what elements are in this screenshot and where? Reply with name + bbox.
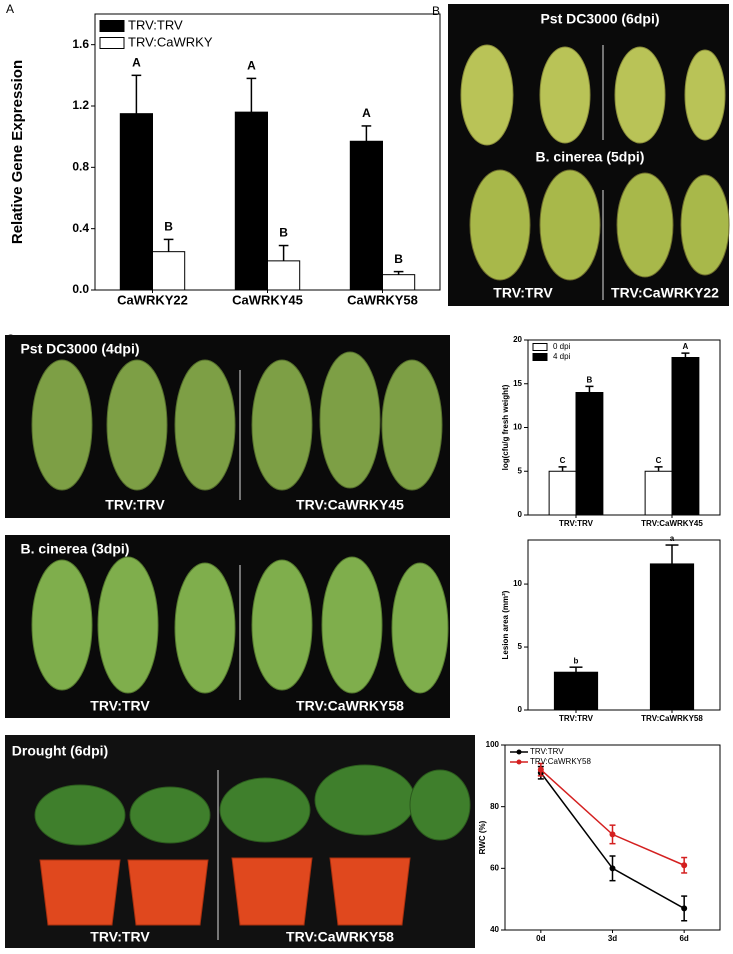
y-axis-label: RWC (%) bbox=[478, 820, 487, 854]
bar bbox=[548, 470, 577, 516]
y-tick-label: 1.6 bbox=[72, 37, 89, 51]
y-tick-label: 20 bbox=[513, 335, 522, 344]
y-axis-label: Relative Gene Expression bbox=[9, 60, 26, 244]
x-tick-label: TRV:CaWRKY45 bbox=[641, 519, 703, 528]
legend-swatch bbox=[516, 749, 522, 755]
legend-label: 4 dpi bbox=[553, 352, 571, 361]
photo-label: TRV:TRV bbox=[90, 698, 150, 714]
photo-c: Pst DC3000 (4dpi) TRV:TRV TRV:CaWRKY45 bbox=[5, 335, 450, 518]
legend-swatch bbox=[99, 37, 125, 49]
legend-swatch bbox=[99, 20, 125, 32]
x-tick-label: TRV:TRV bbox=[559, 519, 594, 528]
y-tick-label: 15 bbox=[513, 379, 522, 388]
plot-frame bbox=[527, 539, 721, 711]
y-tick-label: 100 bbox=[486, 740, 500, 749]
x-tick-label: CaWRKY22 bbox=[117, 292, 188, 307]
bar bbox=[152, 251, 186, 291]
photo-label: TRV:CaWRKY58 bbox=[286, 929, 394, 945]
photo-title: B. cinerea (3dpi) bbox=[21, 541, 130, 557]
significance-letter: B bbox=[164, 220, 173, 234]
marker bbox=[681, 905, 688, 912]
significance-letter: a bbox=[670, 534, 675, 543]
bar bbox=[671, 357, 700, 516]
x-tick-label: TRV:CaWRKY58 bbox=[641, 714, 703, 723]
photo-title: B. cinerea (5dpi) bbox=[536, 149, 645, 165]
photo-e: Drought (6dpi) TRV:TRV TRV:CaWRKY58 bbox=[5, 735, 475, 948]
panel-letter: B bbox=[432, 4, 440, 18]
y-tick-label: 5 bbox=[518, 642, 523, 651]
y-tick-label: 40 bbox=[490, 925, 499, 934]
x-tick-label: CaWRKY58 bbox=[347, 292, 418, 307]
marker bbox=[537, 766, 544, 773]
x-tick-label: CaWRKY45 bbox=[232, 292, 303, 307]
photo-b: Pst DC3000 (6dpi) B. cinerea (5dpi) TRV:… bbox=[448, 4, 730, 306]
photo-label: TRV:TRV bbox=[90, 929, 150, 945]
photo-label: TRV:TRV bbox=[493, 285, 553, 301]
y-tick-label: 10 bbox=[513, 423, 522, 432]
bar bbox=[644, 470, 673, 516]
significance-letter: A bbox=[362, 106, 371, 120]
significance-letter: B bbox=[279, 226, 288, 240]
y-axis-label: Lesion area (mm²) bbox=[501, 590, 510, 659]
marker bbox=[681, 862, 688, 869]
y-tick-label: 10 bbox=[513, 579, 522, 588]
bar bbox=[349, 140, 383, 291]
bar bbox=[234, 111, 269, 291]
significance-letter: A bbox=[683, 342, 689, 351]
bar bbox=[267, 260, 301, 291]
photo-label: TRV:CaWRKY22 bbox=[611, 285, 719, 301]
marker bbox=[609, 831, 616, 838]
legend-swatch bbox=[532, 343, 548, 351]
photo-d: B. cinerea (3dpi) TRV:TRV TRV:CaWRKY58 bbox=[5, 535, 450, 718]
panel-letter: A bbox=[6, 2, 14, 16]
x-tick-label: 6d bbox=[679, 934, 688, 943]
legend-label: 0 dpi bbox=[553, 342, 571, 351]
bar bbox=[119, 113, 154, 291]
legend-label: TRV:CaWRKY bbox=[128, 34, 213, 49]
legend-label: TRV:TRV bbox=[530, 747, 564, 756]
bar bbox=[553, 671, 599, 711]
y-tick-label: 0.4 bbox=[72, 221, 89, 235]
y-tick-label: 80 bbox=[490, 802, 499, 811]
y-tick-label: 0.0 bbox=[72, 282, 89, 296]
photo-label: TRV:TRV bbox=[105, 497, 165, 513]
photo-title: Drought (6dpi) bbox=[12, 743, 108, 759]
significance-letter: C bbox=[656, 456, 662, 465]
y-tick-label: 1.2 bbox=[72, 98, 89, 112]
significance-letter: A bbox=[132, 56, 141, 70]
photo-label: TRV:CaWRKY58 bbox=[296, 698, 404, 714]
significance-letter: A bbox=[247, 59, 256, 73]
y-axis-label: log(cfu/g fresh weight) bbox=[501, 384, 510, 470]
bar bbox=[382, 274, 416, 291]
significance-letter: B bbox=[394, 252, 403, 266]
bar bbox=[649, 563, 695, 711]
y-tick-label: 0 bbox=[518, 510, 523, 519]
significance-letter: b bbox=[574, 656, 579, 665]
photo-title: Pst DC3000 (6dpi) bbox=[540, 11, 659, 27]
line bbox=[540, 769, 685, 866]
x-tick-label: 3d bbox=[608, 934, 617, 943]
significance-letter: B bbox=[587, 375, 593, 384]
y-tick-label: 0.8 bbox=[72, 160, 89, 174]
legend-label: TRV:TRV bbox=[128, 17, 183, 32]
photo-title: Pst DC3000 (4dpi) bbox=[20, 341, 139, 357]
significance-letter: C bbox=[560, 456, 566, 465]
y-tick-label: 0 bbox=[518, 705, 523, 714]
y-tick-label: 5 bbox=[518, 466, 523, 475]
marker bbox=[609, 865, 616, 872]
x-tick-label: 0d bbox=[536, 934, 545, 943]
legend-swatch bbox=[516, 759, 522, 765]
x-tick-label: TRV:TRV bbox=[559, 714, 594, 723]
y-tick-label: 60 bbox=[490, 863, 499, 872]
legend-label: TRV:CaWRKY58 bbox=[530, 757, 591, 766]
bar bbox=[575, 392, 604, 516]
legend-swatch bbox=[532, 353, 548, 361]
photo-label: TRV:CaWRKY45 bbox=[296, 497, 404, 513]
